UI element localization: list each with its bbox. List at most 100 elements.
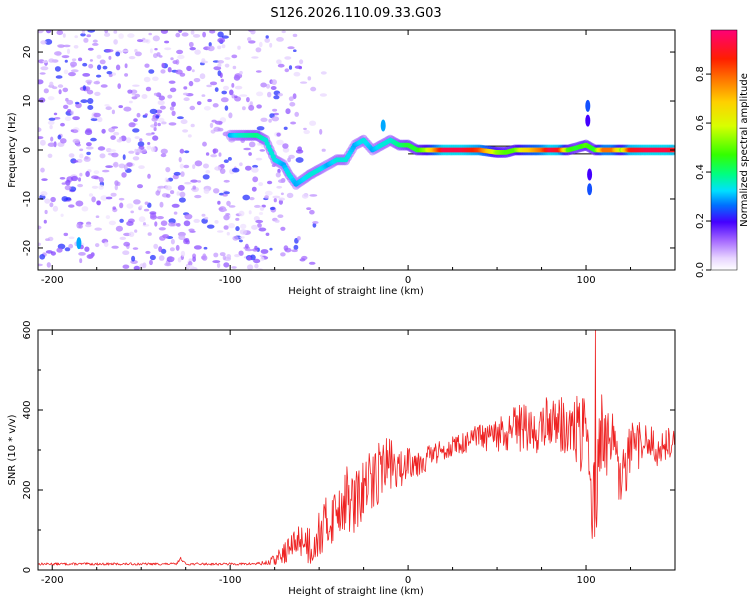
spectrogram-noise-blob bbox=[250, 30, 256, 35]
spectrogram-noise-blob bbox=[223, 179, 230, 183]
spectrogram-feature bbox=[587, 183, 593, 196]
spectrogram-noise-blob bbox=[295, 157, 304, 163]
spectrogram-noise-blob bbox=[201, 58, 206, 63]
spectrogram-noise-blob bbox=[188, 80, 194, 87]
spectrogram-noise-blob bbox=[76, 143, 81, 147]
spectrogram-noise-blob bbox=[213, 66, 222, 71]
spectrogram-noise-blob bbox=[202, 174, 210, 180]
spectrogram-noise-blob bbox=[227, 157, 232, 161]
spectrogram-noise-blob bbox=[303, 127, 307, 131]
spectrogram-noise-blob bbox=[127, 33, 135, 38]
spectrogram-noise-blob bbox=[157, 100, 165, 106]
spectrogram-noise-blob bbox=[148, 32, 152, 36]
spectrogram-noise-blob bbox=[293, 49, 297, 52]
spectrogram-noise-blob bbox=[307, 76, 312, 81]
spectrogram-noise-blob bbox=[245, 243, 249, 249]
spectrogram-noise-blob bbox=[248, 141, 256, 148]
spectrogram-noise-blob bbox=[65, 179, 71, 186]
spectrogram-noise-blob bbox=[106, 71, 113, 75]
spectrogram-noise-blob bbox=[165, 185, 172, 191]
spectrogram-noise-blob bbox=[105, 215, 111, 220]
spectrogram-noise-blob bbox=[50, 196, 56, 203]
spectrogram-noise-blob bbox=[38, 263, 43, 267]
spectrogram-noise-blob bbox=[126, 162, 133, 168]
spectrogram-noise-blob bbox=[70, 61, 77, 67]
spectrogram-noise-blob bbox=[300, 81, 308, 84]
spectrogram-noise-blob bbox=[299, 258, 306, 262]
spectrogram-noise-blob bbox=[131, 92, 136, 96]
spectrogram-noise-blob bbox=[85, 171, 90, 177]
spectrogram-noise-blob bbox=[208, 42, 212, 47]
spectrogram-noise-blob bbox=[192, 164, 196, 170]
spectrogram-noise-blob bbox=[38, 136, 44, 140]
spectrogram-noise-blob bbox=[46, 262, 51, 268]
spectrogram-noise-blob bbox=[249, 101, 253, 106]
spectrogram-noise-blob bbox=[96, 74, 102, 78]
spectrogram-noise-blob bbox=[176, 49, 184, 55]
spectrogram-noise-blob bbox=[178, 197, 186, 203]
spectrogram-noise-blob bbox=[256, 91, 264, 97]
spectrogram-noise-blob bbox=[265, 232, 270, 236]
spectrogram-noise-blob bbox=[231, 94, 236, 99]
spectrogram-noise-blob bbox=[226, 200, 231, 206]
spectrogram-noise-blob bbox=[113, 39, 118, 45]
spectrogram-noise-blob bbox=[184, 213, 193, 220]
spectrogram-noise-blob bbox=[232, 235, 239, 241]
spectrogram-noise-blob bbox=[65, 197, 72, 201]
spectrogram-noise-blob bbox=[49, 202, 54, 208]
spectrogram-noise-blob bbox=[194, 49, 201, 55]
spectrogram-noise-blob bbox=[223, 85, 229, 91]
spectrogram-noise-blob bbox=[164, 262, 172, 267]
spectrogram-noise-blob bbox=[91, 196, 96, 203]
spectrogram-noise-blob bbox=[223, 159, 229, 163]
spectrogram-noise-blob bbox=[276, 132, 281, 137]
spectrogram-noise-blob bbox=[157, 122, 161, 127]
colorbar-label: Normalized spectral amplitude bbox=[739, 73, 750, 227]
spectrogram-noise-blob bbox=[176, 116, 184, 120]
spectrogram-noise-blob bbox=[43, 219, 47, 224]
spectrogram-noise-blob bbox=[289, 102, 296, 107]
spectrogram-noise-blob bbox=[82, 62, 88, 67]
spectrogram-noise-blob bbox=[284, 56, 292, 60]
spectrogram-noise-blob bbox=[183, 97, 190, 102]
spectrogram-noise-blob bbox=[126, 221, 134, 226]
spectrogram-noise-blob bbox=[212, 103, 219, 108]
figure-title: S126.2026.110.09.33.G03 bbox=[270, 6, 441, 21]
spectrogram-noise-blob bbox=[124, 63, 128, 69]
spectrogram-noise-blob bbox=[118, 33, 124, 39]
spectrogram-noise-blob bbox=[193, 34, 201, 38]
spectrogram-noise-blob bbox=[102, 65, 108, 70]
spectrogram-noise-blob bbox=[88, 254, 94, 259]
spectrogram-noise-blob bbox=[104, 32, 111, 37]
spectrogram-noise-blob bbox=[312, 221, 319, 224]
spectrogram-noise-blob bbox=[199, 73, 206, 80]
spectrogram-noise-blob bbox=[246, 97, 250, 103]
spectrogram-noise-blob bbox=[48, 58, 55, 63]
spectrogram-noise-blob bbox=[209, 81, 218, 86]
spectrogram-noise-blob bbox=[191, 69, 195, 73]
spectrogram-xtick-label: -100 bbox=[219, 275, 242, 286]
spectrogram-noise-blob bbox=[260, 249, 269, 254]
spectrogram-noise-blob bbox=[234, 85, 243, 90]
spectrogram-noise-blob bbox=[183, 220, 191, 227]
spectrogram-noise-blob bbox=[209, 122, 214, 129]
spectrogram-noise-blob bbox=[220, 97, 229, 103]
spectrogram-noise-blob bbox=[128, 56, 136, 60]
spectrogram-noise-blob bbox=[202, 253, 207, 260]
snr-marks bbox=[38, 330, 675, 566]
spectrogram-noise-blob bbox=[207, 98, 212, 103]
spectrogram-noise-blob bbox=[193, 78, 201, 83]
spectrogram-noise-blob bbox=[114, 180, 119, 186]
spectrogram-noise-blob bbox=[110, 135, 116, 141]
spectrogram-noise-blob bbox=[290, 121, 297, 125]
spectrogram-noise-blob bbox=[134, 93, 141, 98]
snr-ytick-label: 600 bbox=[22, 320, 33, 339]
spectrogram-noise-blob bbox=[47, 142, 56, 147]
spectrogram-noise-blob bbox=[217, 63, 222, 68]
spectrogram-noise-blob bbox=[47, 120, 55, 125]
spectrogram-noise-blob bbox=[183, 86, 188, 90]
spectrogram-noise-blob bbox=[119, 202, 124, 209]
spectrogram-noise-blob bbox=[152, 35, 160, 42]
spectrogram-noise-blob bbox=[213, 252, 219, 258]
